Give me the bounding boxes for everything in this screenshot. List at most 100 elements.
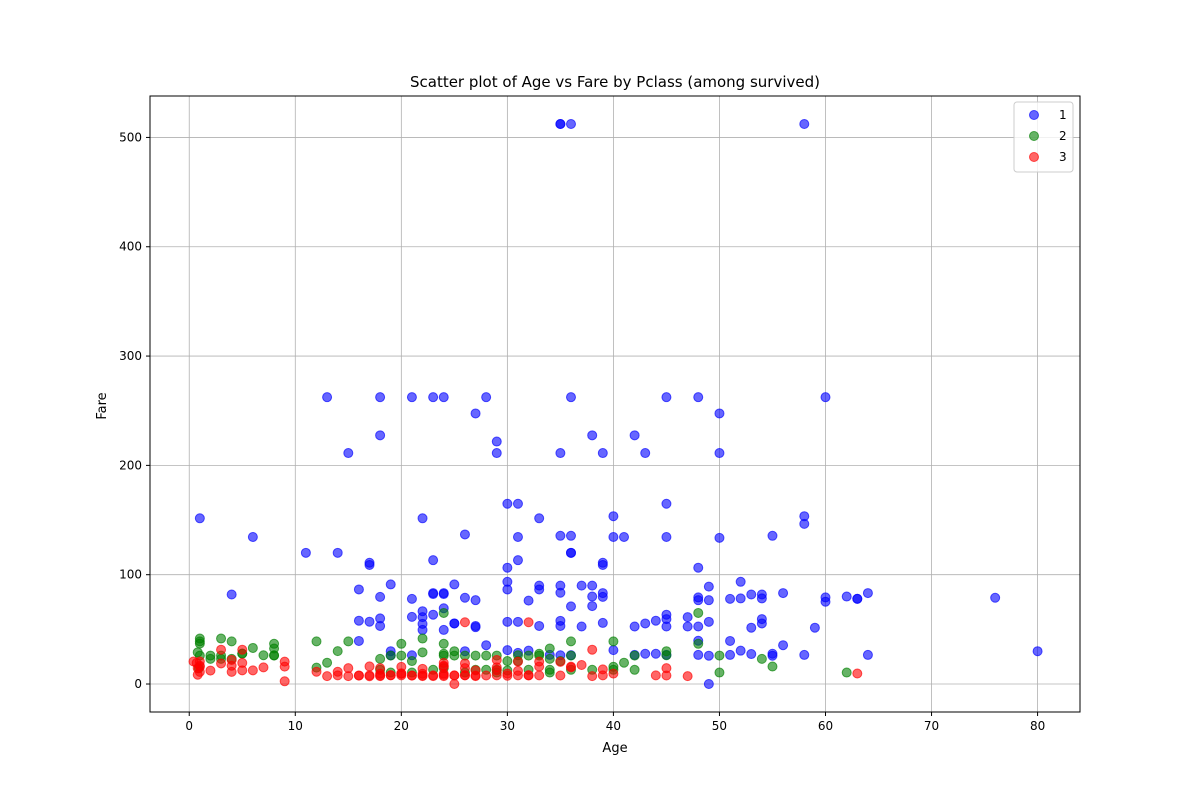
data-point	[597, 448, 608, 459]
data-point	[481, 670, 492, 681]
data-point	[587, 601, 598, 612]
data-point	[237, 665, 248, 676]
data-point	[385, 670, 396, 681]
data-point	[428, 555, 439, 566]
data-point	[311, 636, 322, 647]
data-point	[470, 622, 481, 633]
y-tick-label: 400	[119, 240, 142, 254]
data-point	[714, 650, 725, 661]
data-point	[576, 659, 587, 670]
data-point	[555, 118, 566, 129]
data-point	[703, 679, 714, 690]
data-point	[565, 547, 576, 558]
x-tick-label: 70	[924, 719, 939, 733]
grid	[150, 96, 1080, 712]
chart-title: Scatter plot of Age vs Fare by Pclass (a…	[410, 73, 820, 91]
data-point	[258, 662, 269, 673]
data-point	[597, 559, 608, 570]
data-point	[841, 667, 852, 678]
data-point	[587, 430, 598, 441]
data-point	[512, 555, 523, 566]
data-point	[502, 584, 513, 595]
data-point	[353, 670, 364, 681]
data-point	[364, 671, 375, 682]
data-point	[491, 448, 502, 459]
data-point	[608, 668, 619, 679]
data-point	[608, 636, 619, 647]
data-point	[661, 392, 672, 403]
data-point	[565, 392, 576, 403]
data-points	[188, 118, 1043, 690]
data-point	[364, 661, 375, 672]
data-point	[756, 593, 767, 604]
legend-marker	[1029, 152, 1039, 162]
data-point	[459, 670, 470, 681]
data-point	[194, 666, 205, 677]
data-point	[481, 640, 492, 651]
data-point	[661, 621, 672, 632]
data-point	[406, 593, 417, 604]
data-point	[767, 650, 778, 661]
data-point	[459, 592, 470, 603]
data-point	[767, 530, 778, 541]
data-point	[247, 642, 258, 653]
data-point	[544, 667, 555, 678]
data-point	[194, 513, 205, 524]
data-point	[502, 645, 513, 656]
data-point	[852, 668, 863, 679]
data-point	[438, 671, 449, 682]
data-point	[756, 618, 767, 629]
legend-box	[1013, 101, 1074, 173]
data-point	[470, 595, 481, 606]
data-point	[512, 656, 523, 667]
x-tick-label: 0	[185, 719, 193, 733]
data-point	[438, 607, 449, 618]
legend-label: 1	[1059, 108, 1067, 122]
data-point	[258, 650, 269, 661]
data-point	[205, 665, 216, 676]
data-point	[269, 650, 280, 661]
data-point	[459, 617, 470, 628]
data-point	[629, 664, 640, 675]
data-point	[693, 649, 704, 660]
data-point	[693, 607, 704, 618]
data-point	[544, 643, 555, 654]
data-point	[406, 611, 417, 622]
data-point	[703, 650, 714, 661]
data-point	[481, 650, 492, 661]
y-tick-label: 200	[119, 458, 142, 472]
data-point	[661, 498, 672, 509]
data-point	[629, 430, 640, 441]
data-point	[512, 616, 523, 627]
data-point	[746, 649, 757, 660]
data-point	[555, 620, 566, 631]
data-point	[279, 676, 290, 687]
data-point	[597, 591, 608, 602]
data-point	[544, 653, 555, 664]
series-3	[188, 617, 863, 690]
data-point	[608, 511, 619, 522]
data-point	[523, 617, 534, 628]
data-point	[322, 671, 333, 682]
data-point	[375, 430, 386, 441]
data-point	[862, 588, 873, 599]
data-point	[714, 532, 725, 543]
data-point	[406, 656, 417, 667]
data-point	[375, 653, 386, 664]
data-point	[470, 671, 481, 682]
data-point	[332, 670, 343, 681]
data-point	[417, 671, 428, 682]
data-point	[778, 640, 789, 651]
data-point	[226, 666, 237, 677]
data-point	[587, 671, 598, 682]
y-tick-label: 500	[119, 130, 142, 144]
data-point	[438, 392, 449, 403]
data-point	[406, 670, 417, 681]
data-point	[428, 392, 439, 403]
data-point	[428, 589, 439, 600]
data-point	[417, 647, 428, 658]
data-point	[375, 392, 386, 403]
data-point	[735, 576, 746, 587]
data-point	[226, 636, 237, 647]
data-point	[619, 531, 630, 542]
